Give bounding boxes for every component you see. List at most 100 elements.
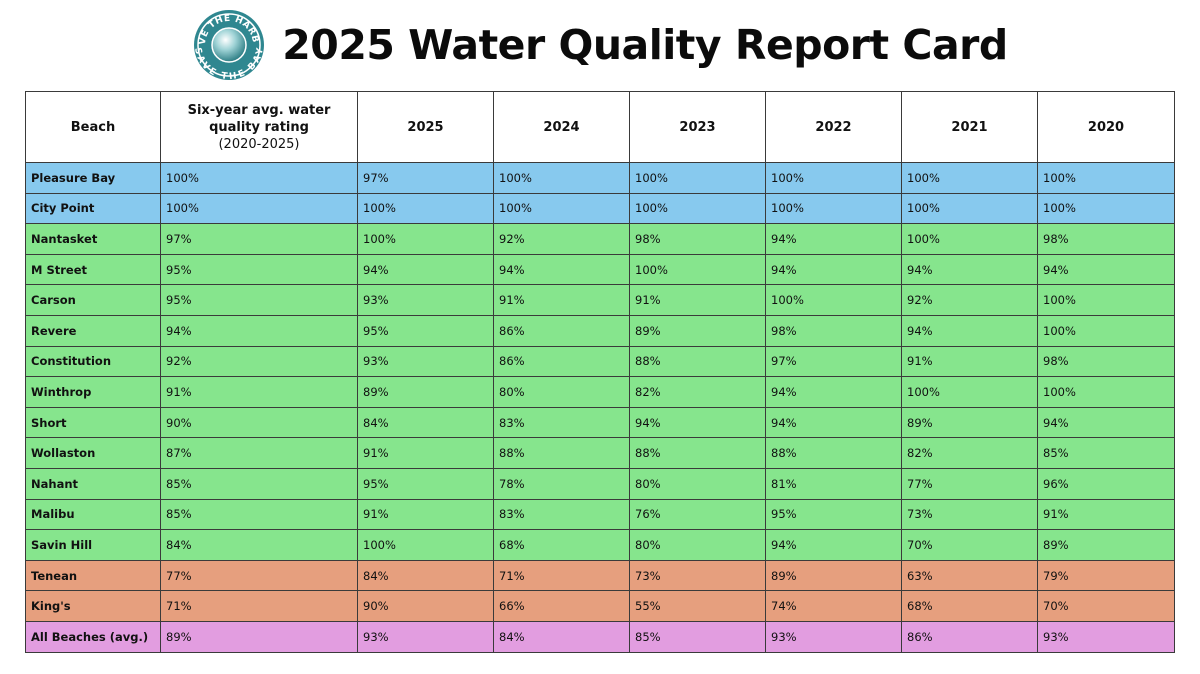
- rating-2021-cell: 77%: [901, 467, 1038, 500]
- table-row: Malibu 85% 91% 83% 76% 95% 73% 91%: [25, 498, 1175, 531]
- save-the-harbor-logo: SAVE THE HARBOR SAVE THE BAY: [188, 1, 266, 82]
- rating-2023-cell: 73%: [629, 559, 766, 592]
- table-row: Savin Hill 84% 100% 68% 80% 94% 70% 89%: [25, 529, 1175, 561]
- beach-cell: Carson: [25, 284, 161, 316]
- rating-2025-cell: 90%: [357, 590, 494, 622]
- table-row: M Street 95% 94% 94% 100% 94% 94% 94%: [25, 253, 1175, 286]
- page-title: 2025 Water Quality Report Card: [282, 21, 1008, 69]
- rating-2023-cell: 94%: [629, 406, 766, 439]
- beach-cell: Pleasure Bay: [25, 162, 161, 194]
- rating-2025-cell: 84%: [357, 406, 494, 439]
- beach-cell: Wollaston: [25, 437, 161, 469]
- rating-2024-cell: 88%: [493, 437, 630, 469]
- beach-cell: King's: [25, 590, 161, 622]
- rating-2023-cell: 91%: [629, 284, 766, 316]
- rating-2022-cell: 100%: [765, 192, 902, 225]
- rating-2020-cell: 100%: [1037, 162, 1175, 194]
- rating-2022-cell: 95%: [765, 498, 902, 531]
- beach-cell: Savin Hill: [25, 529, 161, 561]
- rating-2025-cell: 94%: [357, 253, 494, 286]
- table-row: Pleasure Bay 100% 97% 100% 100% 100% 100% 100%: [25, 162, 1175, 194]
- col-header-2025: 2025: [357, 91, 494, 163]
- table-header-row: Beach Six-year avg. water quality rating…: [25, 91, 1175, 163]
- six-year-avg-cell: 91%: [160, 376, 358, 408]
- six-year-avg-cell: 92%: [160, 345, 358, 378]
- six-year-avg-cell: 100%: [160, 162, 358, 194]
- table-row: Tenean 77% 84% 71% 73% 89% 63% 79%: [25, 559, 1175, 592]
- rating-2021-cell: 63%: [901, 559, 1038, 592]
- six-year-avg-cell: 85%: [160, 467, 358, 500]
- rating-2020-cell: 94%: [1037, 406, 1175, 439]
- table-row: King's 71% 90% 66% 55% 74% 68% 70%: [25, 590, 1175, 622]
- rating-2020-cell: 70%: [1037, 590, 1175, 622]
- rating-2021-cell: 100%: [901, 223, 1038, 255]
- rating-2023-cell: 80%: [629, 529, 766, 561]
- rating-2021-cell: 94%: [901, 314, 1038, 347]
- six-year-avg-cell: 77%: [160, 559, 358, 592]
- rating-2021-cell: 70%: [901, 529, 1038, 561]
- rating-2024-cell: 94%: [493, 253, 630, 286]
- rating-2023-cell: 55%: [629, 590, 766, 622]
- table-row: Constitution 92% 93% 86% 88% 97% 91% 98%: [25, 345, 1175, 378]
- rating-2025-cell: 100%: [357, 192, 494, 225]
- col-header-2022: 2022: [765, 91, 902, 163]
- rating-2023-cell: 100%: [629, 192, 766, 225]
- beach-cell: Tenean: [25, 559, 161, 592]
- rating-2022-cell: 94%: [765, 529, 902, 561]
- beach-cell: Constitution: [25, 345, 161, 378]
- rating-2023-cell: 88%: [629, 345, 766, 378]
- rating-2025-cell: 89%: [357, 376, 494, 408]
- rating-2022-cell: 98%: [765, 314, 902, 347]
- table-row: Nantasket 97% 100% 92% 98% 94% 100% 98%: [25, 223, 1175, 255]
- rating-2024-cell: 100%: [493, 192, 630, 225]
- rating-2020-cell: 100%: [1037, 284, 1175, 316]
- six-year-avg-cell: 100%: [160, 192, 358, 225]
- rating-2025-cell: 93%: [357, 284, 494, 316]
- six-year-avg-cell: 90%: [160, 406, 358, 439]
- table-row: All Beaches (avg.) 89% 93% 84% 85% 93% 86% 93%: [25, 620, 1175, 653]
- rating-2025-cell: 95%: [357, 314, 494, 347]
- beach-cell: Short: [25, 406, 161, 439]
- rating-2021-cell: 89%: [901, 406, 1038, 439]
- rating-2024-cell: 71%: [493, 559, 630, 592]
- rating-2022-cell: 94%: [765, 253, 902, 286]
- rating-2023-cell: 80%: [629, 467, 766, 500]
- rating-2025-cell: 95%: [357, 467, 494, 500]
- table-row: Carson 95% 93% 91% 91% 100% 92% 100%: [25, 284, 1175, 316]
- rating-2021-cell: 68%: [901, 590, 1038, 622]
- rating-2024-cell: 80%: [493, 376, 630, 408]
- rating-2023-cell: 82%: [629, 376, 766, 408]
- rating-2021-cell: 73%: [901, 498, 1038, 531]
- rating-2021-cell: 91%: [901, 345, 1038, 378]
- col-header-2023: 2023: [629, 91, 766, 163]
- rating-2021-cell: 100%: [901, 162, 1038, 194]
- rating-2023-cell: 100%: [629, 253, 766, 286]
- rating-2024-cell: 83%: [493, 498, 630, 531]
- rating-2024-cell: 92%: [493, 223, 630, 255]
- rating-2022-cell: 89%: [765, 559, 902, 592]
- six-year-avg-cell: 94%: [160, 314, 358, 347]
- six-year-avg-cell: 71%: [160, 590, 358, 622]
- table-row: Revere 94% 95% 86% 89% 98% 94% 100%: [25, 314, 1175, 347]
- table-row: Short 90% 84% 83% 94% 94% 89% 94%: [25, 406, 1175, 439]
- report-header: SAVE THE HARBOR SAVE THE BAY 2025 Water …: [0, 0, 1200, 90]
- rating-2021-cell: 82%: [901, 437, 1038, 469]
- rating-2020-cell: 100%: [1037, 376, 1175, 408]
- rating-2020-cell: 79%: [1037, 559, 1175, 592]
- rating-2025-cell: 93%: [357, 345, 494, 378]
- six-year-avg-cell: 95%: [160, 253, 358, 286]
- beach-cell: Revere: [25, 314, 161, 347]
- rating-2023-cell: 88%: [629, 437, 766, 469]
- rating-2023-cell: 100%: [629, 162, 766, 194]
- rating-2022-cell: 94%: [765, 223, 902, 255]
- beach-cell: All Beaches (avg.): [25, 620, 161, 653]
- rating-2024-cell: 100%: [493, 162, 630, 194]
- six-year-avg-cell: 87%: [160, 437, 358, 469]
- rating-2024-cell: 83%: [493, 406, 630, 439]
- rating-2024-cell: 68%: [493, 529, 630, 561]
- rating-2022-cell: 94%: [765, 406, 902, 439]
- rating-2025-cell: 91%: [357, 498, 494, 531]
- beach-cell: M Street: [25, 253, 161, 286]
- rating-2020-cell: 94%: [1037, 253, 1175, 286]
- beach-cell: Winthrop: [25, 376, 161, 408]
